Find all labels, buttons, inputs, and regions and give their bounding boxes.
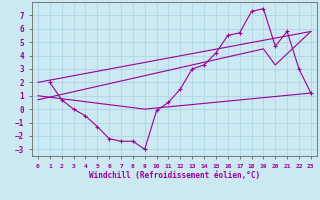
X-axis label: Windchill (Refroidissement éolien,°C): Windchill (Refroidissement éolien,°C) <box>89 171 260 180</box>
